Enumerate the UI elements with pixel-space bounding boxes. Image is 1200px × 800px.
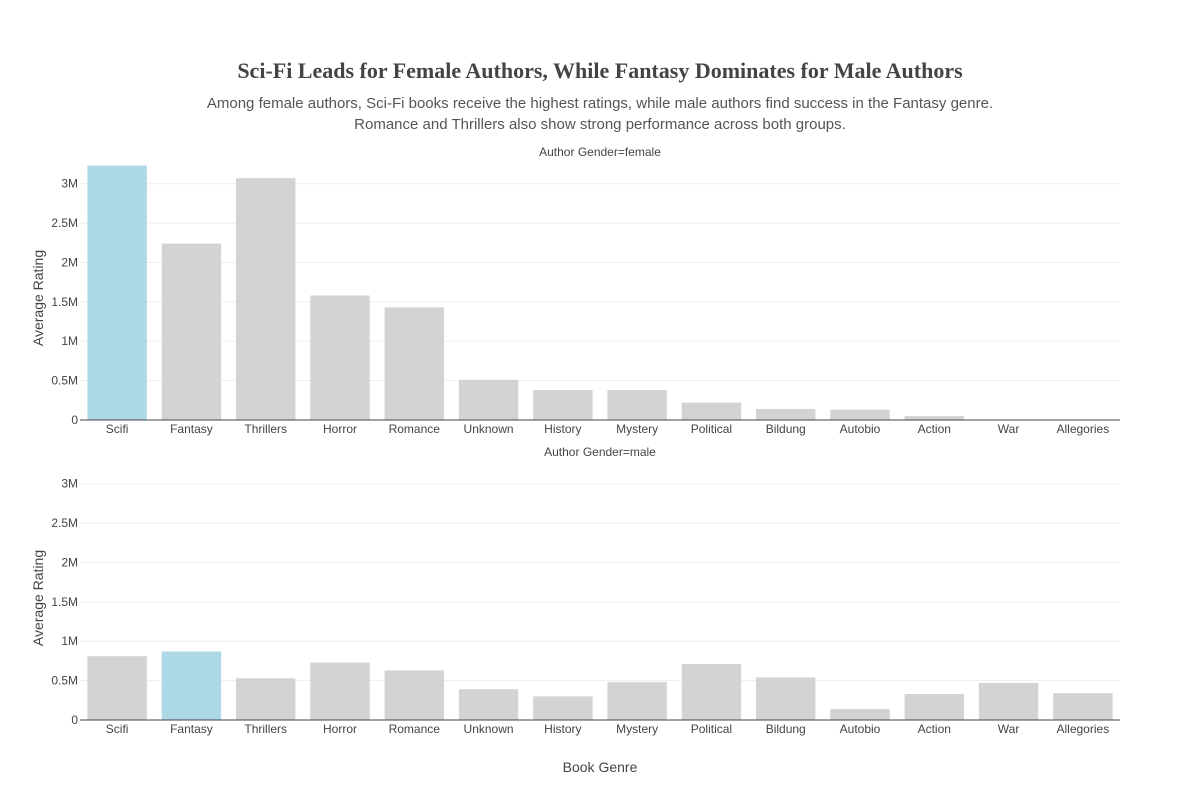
y-axis-title: Average Rating xyxy=(30,550,46,646)
bar-thrillers xyxy=(236,178,296,420)
bar-romance xyxy=(384,307,444,420)
y-tick-label: 1M xyxy=(61,634,78,648)
x-tick-label: Action xyxy=(918,422,951,436)
x-tick-label: Political xyxy=(691,722,732,736)
x-tick-label: Horror xyxy=(323,722,357,736)
y-tick-label: 1.5M xyxy=(51,595,78,609)
x-axis-title: Book Genre xyxy=(563,759,638,775)
y-tick-label: 0.5M xyxy=(51,674,78,688)
x-tick-label: Unknown xyxy=(464,422,514,436)
x-tick-label: Horror xyxy=(323,422,357,436)
bar-mystery xyxy=(607,390,667,420)
bar-fantasy xyxy=(161,651,222,720)
chart-subtitle-line-2: Romance and Thrillers also show strong p… xyxy=(354,116,846,133)
bar-horror xyxy=(310,662,370,720)
bar-history xyxy=(533,390,593,420)
x-tick-label: Political xyxy=(691,422,732,436)
x-tick-label: War xyxy=(998,422,1020,436)
x-tick-label: Thrillers xyxy=(244,722,287,736)
x-tick-label: Fantasy xyxy=(170,722,213,736)
bar-political xyxy=(681,664,742,720)
x-tick-label: Romance xyxy=(389,722,441,736)
x-tick-label: Scifi xyxy=(106,722,129,736)
bar-scifi xyxy=(87,656,147,720)
panel-label: Author Gender=male xyxy=(544,445,656,459)
bar-political xyxy=(681,402,742,420)
chart-subtitle-line-1: Among female authors, Sci-Fi books recei… xyxy=(206,95,994,112)
x-tick-label: War xyxy=(998,722,1020,736)
bar-allegories xyxy=(1053,693,1113,720)
x-tick-label: Scifi xyxy=(106,422,129,436)
bar-autobio xyxy=(830,409,890,420)
bar-horror xyxy=(310,295,370,420)
x-tick-label: Allegories xyxy=(1057,422,1110,436)
x-tick-label: Action xyxy=(918,722,951,736)
y-tick-label: 0 xyxy=(71,713,78,727)
y-tick-label: 2M xyxy=(61,255,78,269)
y-tick-label: 2.5M xyxy=(51,516,78,530)
y-tick-label: 1M xyxy=(61,334,78,348)
chart-title: Sci-Fi Leads for Female Authors, While F… xyxy=(237,58,963,83)
bar-bildung xyxy=(756,677,816,720)
x-tick-label: Romance xyxy=(389,422,441,436)
bar-mystery xyxy=(607,682,667,720)
y-tick-label: 1.5M xyxy=(51,295,78,309)
y-tick-label: 2M xyxy=(61,555,78,569)
bar-unknown xyxy=(458,379,519,420)
bar-war xyxy=(978,682,1039,720)
bar-action xyxy=(904,694,964,720)
y-axis-title: Average Rating xyxy=(30,250,46,346)
bar-fantasy xyxy=(161,243,222,420)
bar-romance xyxy=(384,670,444,720)
panel-label: Author Gender=female xyxy=(539,145,661,159)
x-tick-label: Unknown xyxy=(464,722,514,736)
bar-bildung xyxy=(756,408,816,420)
x-tick-label: Fantasy xyxy=(170,422,213,436)
x-tick-label: Thrillers xyxy=(244,422,287,436)
x-tick-label: Bildung xyxy=(766,722,806,736)
x-tick-label: History xyxy=(544,422,581,436)
bar-thrillers xyxy=(236,678,296,720)
bar-unknown xyxy=(458,689,519,720)
y-tick-label: 2.5M xyxy=(51,216,78,230)
x-tick-label: Autobio xyxy=(840,722,881,736)
y-tick-label: 0 xyxy=(71,413,78,427)
x-tick-label: Mystery xyxy=(616,722,658,736)
bar-history xyxy=(533,696,593,720)
y-tick-label: 0.5M xyxy=(51,374,78,388)
x-tick-label: Autobio xyxy=(840,422,881,436)
bar-action xyxy=(904,416,964,420)
x-tick-label: Bildung xyxy=(766,422,806,436)
y-tick-label: 3M xyxy=(61,477,78,491)
bar-autobio xyxy=(830,708,890,720)
x-tick-label: Allegories xyxy=(1057,722,1110,736)
y-tick-label: 3M xyxy=(61,177,78,191)
bar-scifi xyxy=(87,165,147,420)
x-tick-label: Mystery xyxy=(616,422,658,436)
x-tick-label: History xyxy=(544,722,581,736)
